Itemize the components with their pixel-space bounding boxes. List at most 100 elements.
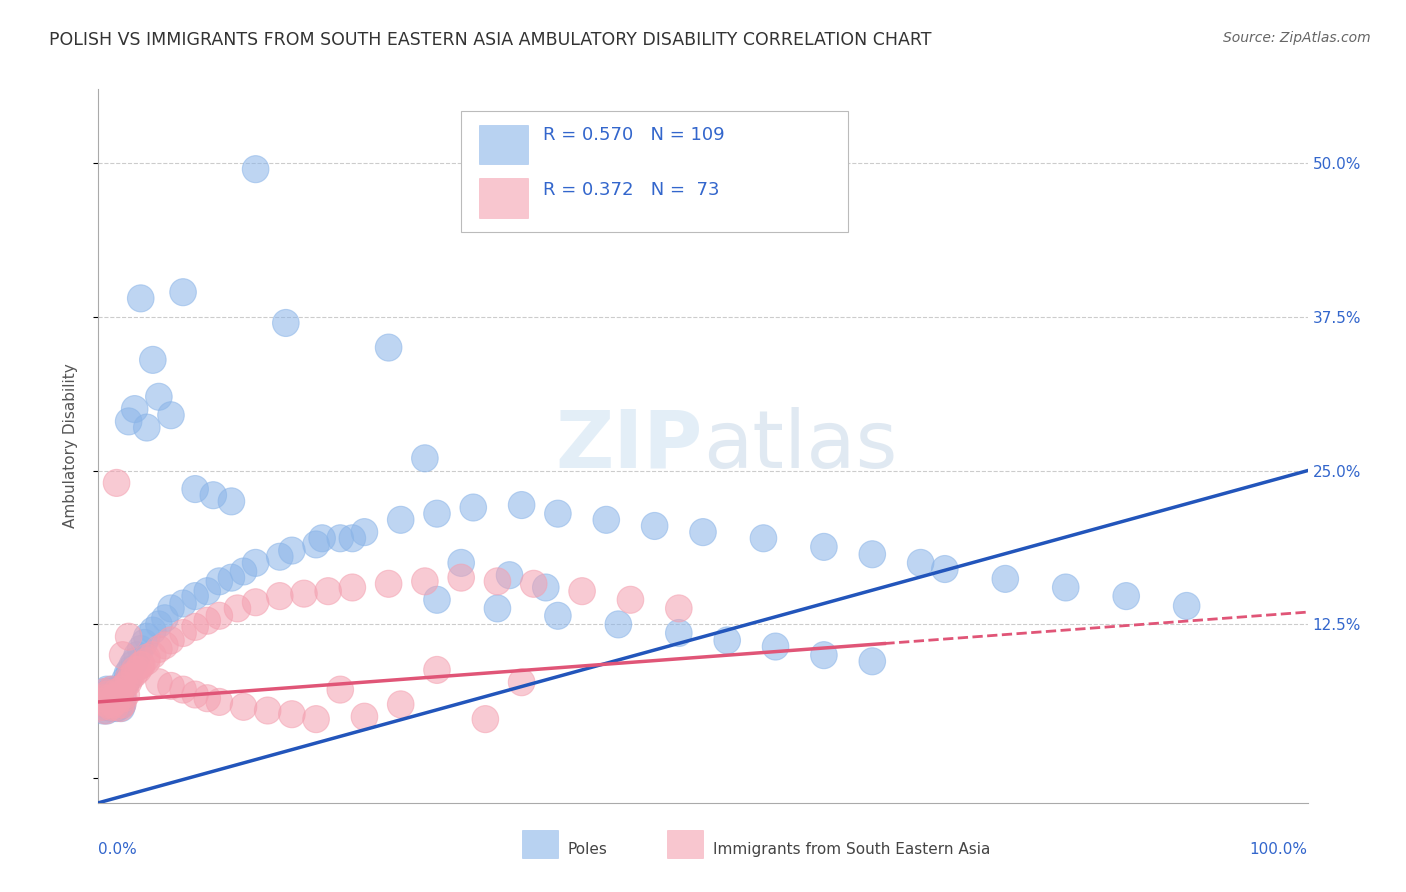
Ellipse shape bbox=[104, 690, 131, 718]
Ellipse shape bbox=[157, 673, 184, 699]
Ellipse shape bbox=[139, 346, 166, 374]
Ellipse shape bbox=[134, 644, 160, 671]
Text: R = 0.570   N = 109: R = 0.570 N = 109 bbox=[543, 127, 725, 145]
Text: atlas: atlas bbox=[703, 407, 897, 485]
Ellipse shape bbox=[907, 549, 934, 576]
Ellipse shape bbox=[423, 586, 450, 614]
Text: 0.0%: 0.0% bbox=[98, 842, 138, 857]
Ellipse shape bbox=[131, 630, 157, 657]
Ellipse shape bbox=[328, 524, 353, 552]
Ellipse shape bbox=[104, 685, 131, 712]
Ellipse shape bbox=[103, 679, 129, 706]
Ellipse shape bbox=[544, 500, 571, 527]
FancyBboxPatch shape bbox=[461, 111, 848, 232]
Ellipse shape bbox=[101, 685, 128, 712]
Ellipse shape bbox=[152, 632, 179, 659]
Ellipse shape bbox=[129, 651, 155, 679]
Ellipse shape bbox=[107, 681, 134, 708]
Ellipse shape bbox=[100, 685, 127, 712]
Ellipse shape bbox=[339, 524, 366, 552]
Ellipse shape bbox=[111, 673, 138, 699]
Ellipse shape bbox=[115, 408, 142, 435]
Ellipse shape bbox=[128, 651, 155, 679]
Ellipse shape bbox=[94, 685, 121, 712]
Ellipse shape bbox=[111, 685, 138, 712]
Ellipse shape bbox=[104, 687, 131, 714]
Ellipse shape bbox=[94, 676, 120, 703]
Ellipse shape bbox=[125, 657, 152, 683]
Ellipse shape bbox=[108, 695, 135, 722]
Ellipse shape bbox=[105, 679, 132, 706]
Ellipse shape bbox=[112, 669, 139, 696]
Ellipse shape bbox=[690, 518, 716, 546]
Ellipse shape bbox=[641, 512, 668, 540]
Ellipse shape bbox=[328, 676, 353, 703]
Ellipse shape bbox=[278, 537, 305, 564]
Ellipse shape bbox=[242, 549, 269, 576]
Ellipse shape bbox=[146, 384, 172, 410]
Ellipse shape bbox=[103, 681, 129, 708]
Ellipse shape bbox=[91, 679, 118, 706]
Ellipse shape bbox=[544, 602, 571, 630]
Ellipse shape bbox=[134, 624, 160, 650]
Ellipse shape bbox=[170, 590, 197, 617]
Ellipse shape bbox=[207, 689, 232, 715]
Ellipse shape bbox=[96, 685, 122, 712]
Ellipse shape bbox=[101, 693, 128, 721]
Ellipse shape bbox=[218, 564, 245, 591]
Ellipse shape bbox=[932, 556, 957, 582]
Ellipse shape bbox=[460, 494, 486, 521]
Ellipse shape bbox=[714, 627, 741, 654]
Ellipse shape bbox=[194, 607, 221, 634]
FancyBboxPatch shape bbox=[479, 178, 527, 218]
Ellipse shape bbox=[117, 657, 143, 683]
Ellipse shape bbox=[128, 285, 155, 312]
Ellipse shape bbox=[91, 693, 118, 721]
Ellipse shape bbox=[93, 681, 120, 708]
Ellipse shape bbox=[423, 500, 450, 527]
Ellipse shape bbox=[449, 549, 474, 576]
Ellipse shape bbox=[665, 619, 692, 647]
Ellipse shape bbox=[108, 676, 135, 703]
Ellipse shape bbox=[93, 697, 120, 724]
Ellipse shape bbox=[121, 657, 148, 683]
Ellipse shape bbox=[1174, 592, 1199, 619]
Ellipse shape bbox=[533, 574, 560, 601]
Ellipse shape bbox=[121, 648, 148, 675]
Ellipse shape bbox=[115, 664, 142, 690]
Ellipse shape bbox=[665, 595, 692, 622]
Ellipse shape bbox=[103, 693, 129, 721]
Ellipse shape bbox=[194, 685, 221, 712]
Ellipse shape bbox=[412, 445, 439, 472]
Ellipse shape bbox=[94, 681, 120, 708]
Ellipse shape bbox=[218, 488, 245, 515]
Ellipse shape bbox=[170, 676, 197, 703]
Ellipse shape bbox=[302, 531, 329, 558]
Ellipse shape bbox=[124, 641, 150, 669]
Ellipse shape bbox=[231, 693, 257, 721]
Ellipse shape bbox=[105, 681, 132, 708]
Ellipse shape bbox=[194, 578, 221, 605]
Y-axis label: Ambulatory Disability: Ambulatory Disability bbox=[63, 364, 77, 528]
Ellipse shape bbox=[111, 673, 138, 699]
Ellipse shape bbox=[90, 697, 117, 724]
Ellipse shape bbox=[388, 507, 413, 533]
Ellipse shape bbox=[569, 578, 595, 605]
Ellipse shape bbox=[89, 685, 115, 712]
Text: R = 0.372   N =  73: R = 0.372 N = 73 bbox=[543, 180, 720, 199]
Ellipse shape bbox=[111, 666, 138, 693]
Ellipse shape bbox=[115, 669, 142, 696]
Ellipse shape bbox=[315, 578, 342, 605]
Ellipse shape bbox=[146, 669, 172, 696]
Ellipse shape bbox=[134, 648, 160, 675]
Ellipse shape bbox=[115, 664, 142, 690]
Ellipse shape bbox=[97, 693, 124, 721]
Ellipse shape bbox=[472, 706, 499, 732]
Ellipse shape bbox=[94, 697, 120, 724]
Ellipse shape bbox=[90, 685, 117, 712]
Ellipse shape bbox=[484, 568, 510, 595]
Ellipse shape bbox=[170, 278, 197, 306]
Ellipse shape bbox=[496, 562, 523, 589]
Ellipse shape bbox=[105, 693, 132, 721]
Ellipse shape bbox=[617, 586, 644, 614]
